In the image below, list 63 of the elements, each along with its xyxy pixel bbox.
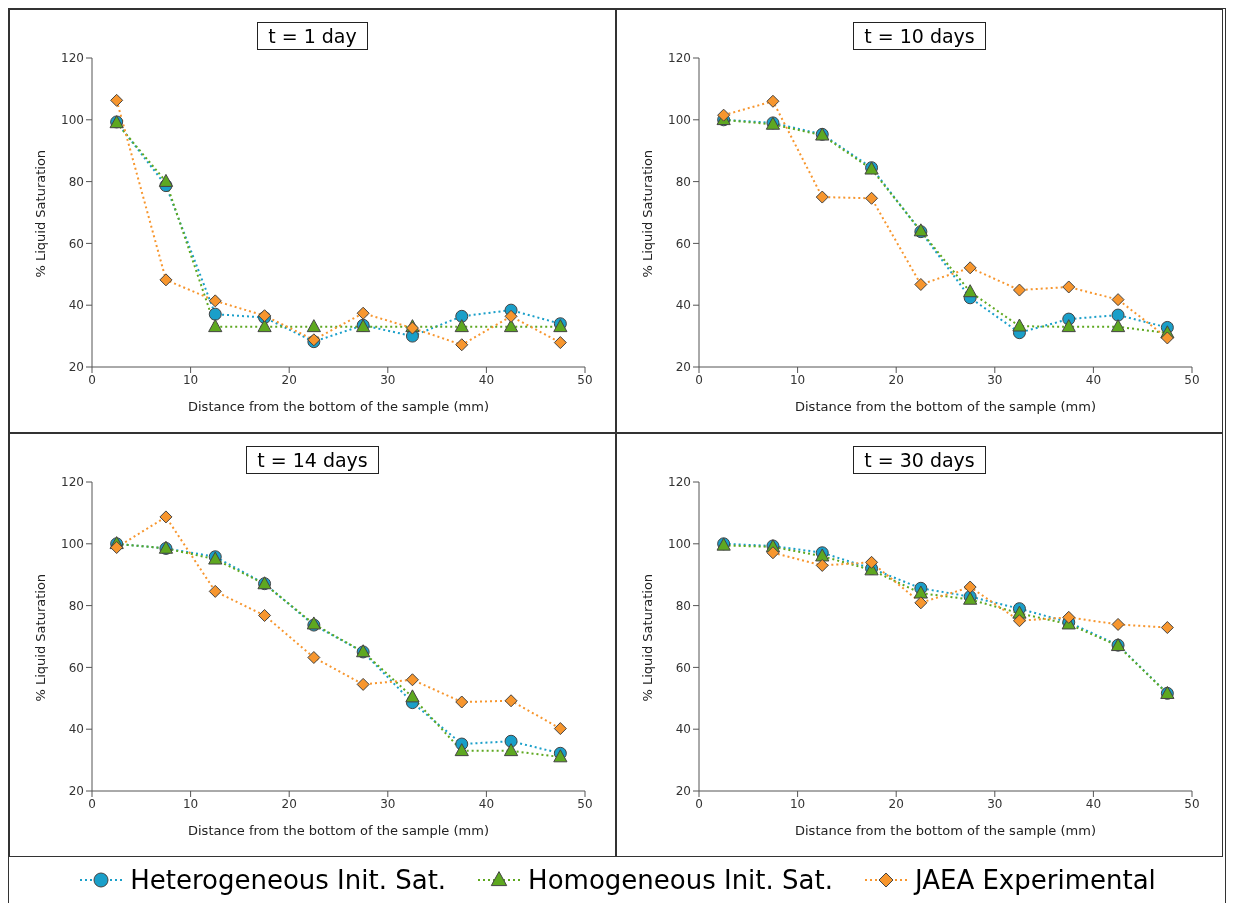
y-tick-label: 120	[668, 475, 691, 490]
y-tick-label: 80	[68, 174, 84, 189]
y-tick-label: 120	[668, 51, 691, 66]
legend-label: Heterogeneous Init. Sat.	[130, 865, 447, 895]
x-axis-title: Distance from the bottom of the sample (mm)	[795, 823, 1096, 838]
chart-title: t = 30 days	[853, 446, 986, 474]
x-tick-label: 10	[182, 372, 199, 387]
x-axis-title: Distance from the bottom of the sample (mm)	[188, 399, 489, 414]
x-axis-title: Distance from the bottom of the sample (mm)	[795, 399, 1096, 414]
x-tick-label: 20	[281, 372, 297, 387]
chart-title: t = 10 days	[853, 22, 986, 50]
y-tick-label: 80	[675, 174, 691, 189]
x-tick-label: 0	[695, 796, 703, 811]
y-tick-label: 80	[68, 598, 84, 613]
x-tick-label: 10	[789, 796, 806, 811]
y-tick-label: 20	[675, 784, 691, 799]
x-tick-label: 50	[1184, 372, 1200, 387]
x-tick-label: 0	[695, 372, 703, 387]
x-tick-label: 0	[88, 796, 96, 811]
x-tick-label: 40	[1085, 796, 1102, 811]
y-tick-label: 120	[61, 51, 84, 66]
y-tick-label: 120	[61, 475, 84, 490]
y-tick-label: 60	[68, 660, 84, 675]
x-tick-label: 50	[577, 796, 593, 811]
y-tick-label: 20	[675, 360, 691, 375]
x-tick-label: 30	[380, 372, 396, 387]
y-tick-label: 60	[675, 236, 691, 251]
x-tick-label: 40	[1085, 372, 1102, 387]
x-tick-label: 0	[88, 372, 96, 387]
y-tick-label: 20	[68, 784, 84, 799]
legend-label: JAEA Experimental	[914, 865, 1156, 895]
y-tick-label: 40	[68, 722, 84, 737]
y-tick-label: 60	[675, 660, 691, 675]
chart-title: t = 14 days	[246, 446, 379, 474]
x-tick-label: 20	[281, 796, 297, 811]
x-tick-label: 20	[888, 796, 904, 811]
y-tick-label: 40	[675, 722, 691, 737]
y-tick-label: 100	[668, 113, 691, 128]
x-tick-label: 40	[478, 372, 495, 387]
y-tick-label: 100	[61, 537, 84, 552]
x-tick-label: 50	[577, 372, 593, 387]
y-tick-label: 20	[68, 360, 84, 375]
x-tick-label: 10	[789, 372, 806, 387]
y-axis-title: % Liquid Saturation	[639, 573, 655, 702]
x-tick-label: 20	[888, 372, 904, 387]
y-tick-label: 100	[668, 537, 691, 552]
y-axis-title: % Liquid Saturation	[32, 149, 48, 278]
y-axis-title: % Liquid Saturation	[32, 573, 48, 702]
y-tick-label: 60	[68, 236, 84, 251]
x-tick-label: 30	[987, 372, 1003, 387]
chart-title: t = 1 day	[257, 22, 368, 50]
y-tick-label: 100	[61, 113, 84, 128]
y-tick-label: 40	[675, 298, 691, 313]
x-axis-title: Distance from the bottom of the sample (mm)	[188, 823, 489, 838]
x-tick-label: 40	[478, 796, 495, 811]
x-tick-label: 50	[1184, 796, 1200, 811]
x-tick-label: 30	[987, 796, 1003, 811]
x-tick-label: 10	[182, 796, 199, 811]
y-tick-label: 80	[675, 598, 691, 613]
x-tick-label: 30	[380, 796, 396, 811]
legend-label: Homogeneous Init. Sat.	[528, 865, 833, 895]
y-axis-title: % Liquid Saturation	[639, 149, 655, 278]
y-tick-label: 40	[68, 298, 84, 313]
